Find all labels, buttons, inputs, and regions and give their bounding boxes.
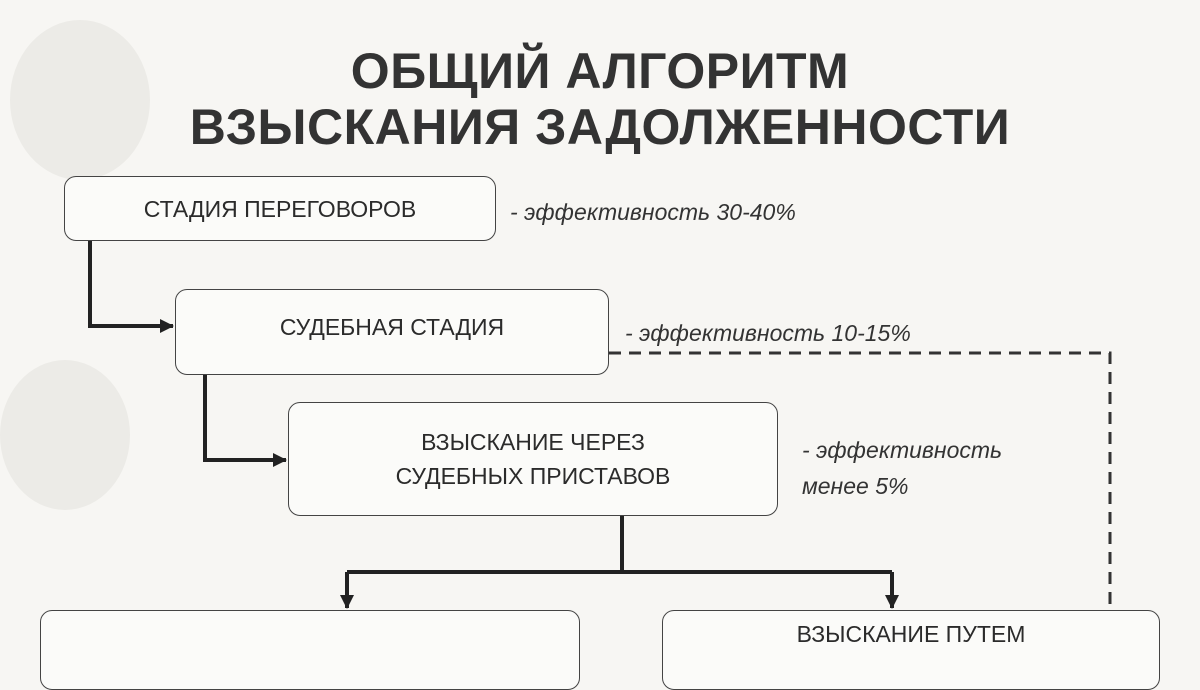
stage-label: СТАДИЯ ПЕРЕГОВОРОВ [143, 195, 417, 222]
balloon-decoration [10, 20, 150, 180]
stage-left-bottom-box [40, 610, 580, 690]
stage-label: ВЗЫСКАНИЕ ПУТЕМ [796, 621, 1026, 647]
stage-bailiffs-note: - эффективность менее 5% [802, 432, 1002, 504]
title-line-1: ОБЩИЙ АЛГОРИТМ [350, 43, 850, 99]
dashed-connector [609, 351, 1112, 628]
note-line1: - эффективность [802, 437, 1003, 463]
connector-bailiffs-split [347, 516, 892, 574]
stage-negotiation-note: - эффективность 30-40% [510, 199, 796, 225]
connectors [88, 241, 1112, 628]
arrow-negotiation-to-court [88, 241, 174, 333]
stage-negotiation-box: СТАДИЯ ПЕРЕГОВОРОВ [64, 176, 496, 241]
balloon-decoration [0, 360, 130, 510]
stage-label: СУДЕБНАЯ СТАДИЯ [279, 314, 505, 340]
stage-bailiffs-box: ВЗЫСКАНИЕ ЧЕРЕЗ СУДЕБНЫХ ПРИСТАВОВ [288, 402, 778, 516]
stage-court-box: СУДЕБНАЯ СТАДИЯ [175, 289, 609, 375]
stage-label-line1: ВЗЫСКАНИЕ ЧЕРЕЗ [421, 429, 645, 455]
stage-court-note: - эффективность 10-15% [625, 320, 911, 346]
title-line-2: ВЗЫСКАНИЯ ЗАДОЛЖЕННОСТИ [189, 99, 1011, 155]
stage-right-bottom-box: ВЗЫСКАНИЕ ПУТЕМ [662, 610, 1160, 690]
arrow-court-to-bailiffs [203, 375, 287, 467]
note-line2: менее 5% [802, 473, 909, 499]
stage-label-line2: СУДЕБНЫХ ПРИСТАВОВ [395, 463, 671, 489]
